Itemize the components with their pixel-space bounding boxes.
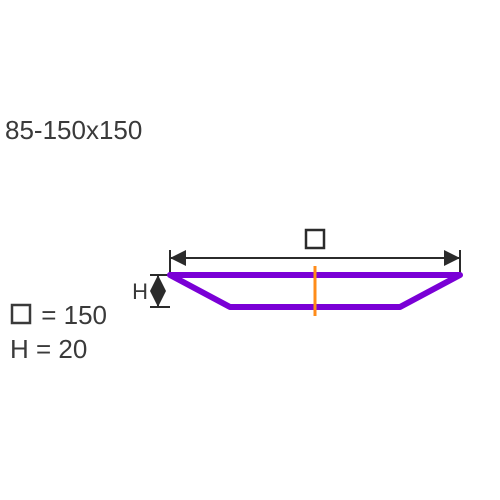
square-symbol-icon (306, 230, 324, 248)
drawing-svg: H (0, 0, 500, 500)
diagram-canvas: 85-150x150 = 150 H = 20 H (0, 0, 500, 500)
dim-H-label: H (132, 279, 148, 304)
